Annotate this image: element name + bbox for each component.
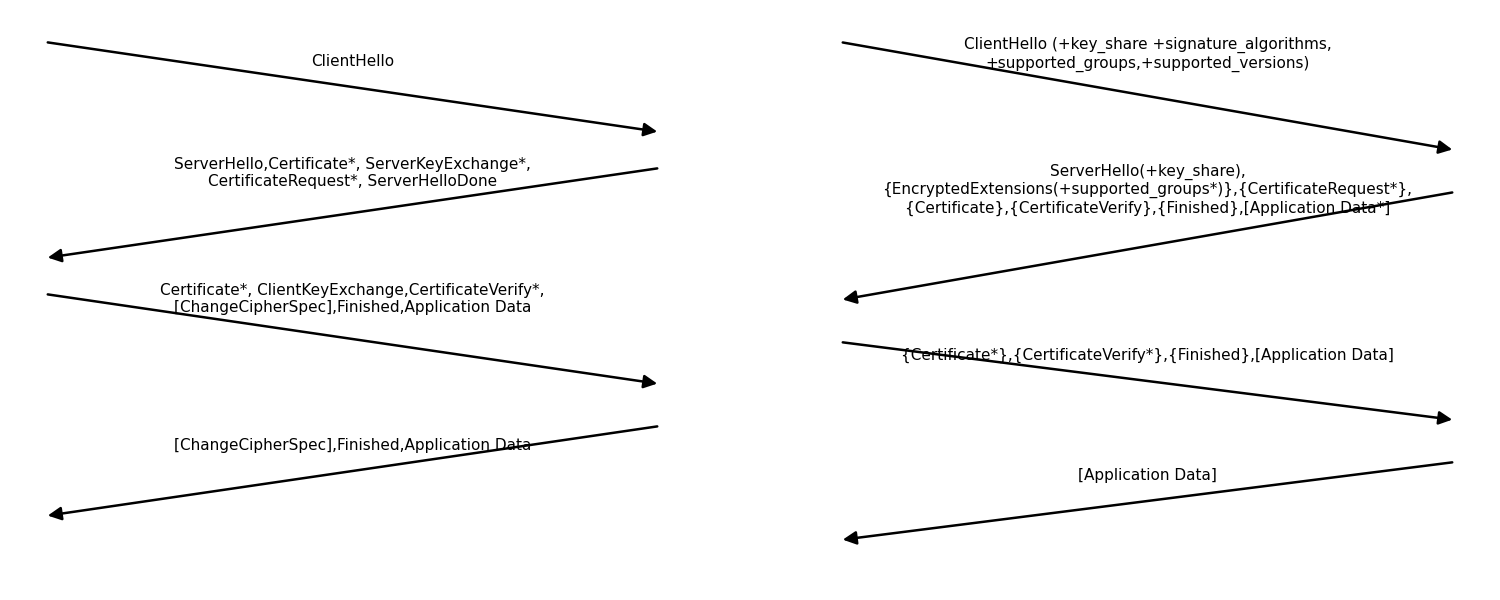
Text: ClientHello: ClientHello <box>310 54 394 69</box>
Text: ClientHello (+key_share +signature_algorithms,
+supported_groups,+supported_vers: ClientHello (+key_share +signature_algor… <box>963 37 1332 72</box>
Text: {Certificate*},{CertificateVerify*},{Finished},[Application Data]: {Certificate*},{CertificateVerify*},{Fin… <box>902 348 1394 363</box>
Text: Certificate*, ClientKeyExchange,CertificateVerify*,
[ChangeCipherSpec],Finished,: Certificate*, ClientKeyExchange,Certific… <box>160 283 544 315</box>
Text: ServerHello,Certificate*, ServerKeyExchange*,
CertificateRequest*, ServerHelloDo: ServerHello,Certificate*, ServerKeyExcha… <box>174 157 531 189</box>
Text: [ChangeCipherSpec],Finished,Application Data: [ChangeCipherSpec],Finished,Application … <box>174 438 531 453</box>
Text: [Application Data]: [Application Data] <box>1078 468 1216 483</box>
Text: ServerHello(+key_share),
{EncryptedExtensions(+supported_groups*)},{CertificateR: ServerHello(+key_share), {EncryptedExten… <box>882 164 1413 216</box>
